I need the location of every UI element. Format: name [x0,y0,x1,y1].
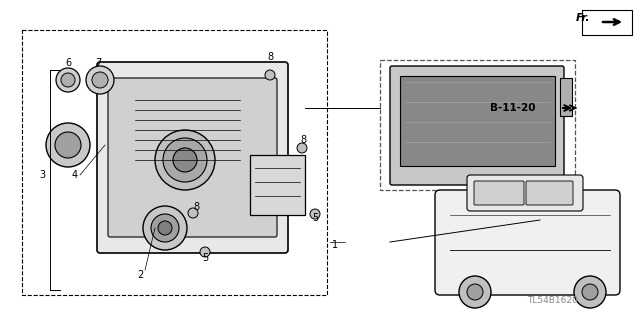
Text: Fr.: Fr. [575,13,590,23]
Circle shape [297,143,307,153]
Text: 3: 3 [39,170,45,180]
Bar [22,30,327,295]
Circle shape [151,214,179,242]
Text: 5: 5 [202,253,208,263]
Circle shape [92,72,108,88]
FancyBboxPatch shape [108,78,277,237]
FancyBboxPatch shape [467,175,583,211]
FancyBboxPatch shape [435,190,620,295]
Bar [380,60,575,190]
Text: 8: 8 [267,52,273,62]
Circle shape [582,284,598,300]
FancyBboxPatch shape [390,66,564,185]
Circle shape [163,138,207,182]
Circle shape [467,284,483,300]
Circle shape [173,148,197,172]
FancyBboxPatch shape [97,62,288,253]
Circle shape [459,276,491,308]
FancyBboxPatch shape [474,181,524,205]
Text: 8: 8 [193,202,199,212]
Circle shape [574,276,606,308]
Circle shape [143,206,187,250]
Circle shape [155,130,215,190]
Circle shape [46,123,90,167]
Circle shape [200,247,210,257]
FancyBboxPatch shape [526,181,573,205]
Bar [400,76,555,166]
Bar [250,155,305,215]
Circle shape [61,73,75,87]
Text: 7: 7 [95,58,101,68]
Text: B-11-20: B-11-20 [490,103,536,113]
Text: 4: 4 [72,170,78,180]
Text: 8: 8 [300,135,306,145]
Text: 5: 5 [312,213,318,223]
Text: 1: 1 [332,240,338,250]
Bar [560,78,572,116]
Circle shape [86,66,114,94]
Circle shape [158,221,172,235]
Text: 2: 2 [137,270,143,280]
Circle shape [265,70,275,80]
Text: TL54B1620: TL54B1620 [527,296,578,305]
Circle shape [188,208,198,218]
Circle shape [310,209,320,219]
Circle shape [56,68,80,92]
Text: 6: 6 [65,58,71,68]
Circle shape [55,132,81,158]
